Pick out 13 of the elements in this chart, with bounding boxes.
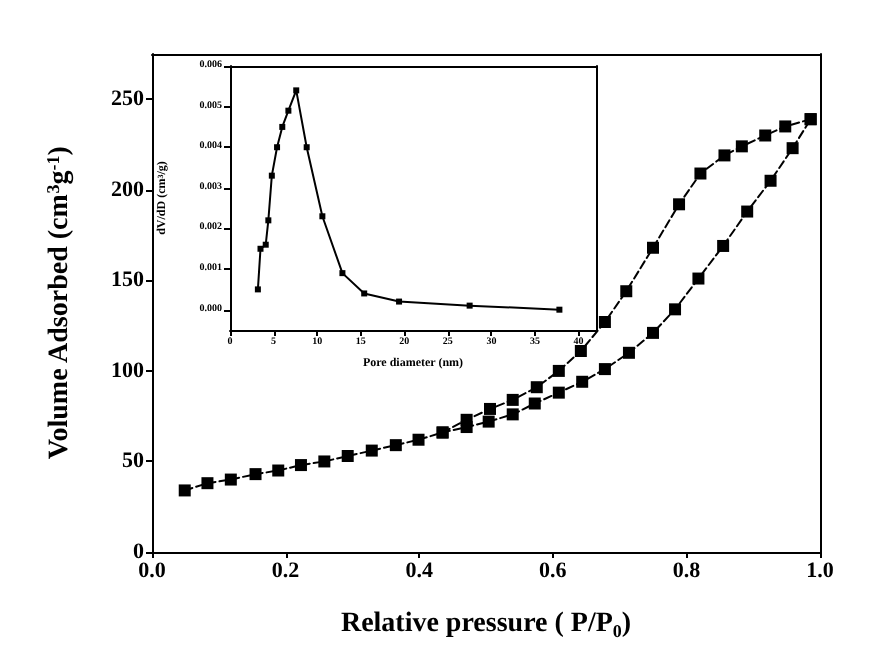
x-tick-label: 0.4 (405, 559, 434, 583)
y-tick-label: 100 (111, 358, 145, 383)
y-tick-label: 200 (111, 177, 145, 202)
x-tick-label: 0.0 (138, 559, 167, 583)
x-tick-label: 1.0 (806, 559, 835, 583)
x-tick-label: 0.2 (271, 559, 301, 583)
y-tick-label: 250 (111, 87, 145, 112)
y-tick-label: 50 (122, 449, 145, 474)
y-tick-label: 0 (133, 540, 145, 564)
x-tick-label: 0.6 (539, 559, 568, 583)
y-tick-label: 150 (111, 268, 145, 293)
x-tick-label: 0.8 (672, 559, 702, 583)
y-axis-title: Volume Adsorbed (cm3g-1) (43, 145, 75, 460)
